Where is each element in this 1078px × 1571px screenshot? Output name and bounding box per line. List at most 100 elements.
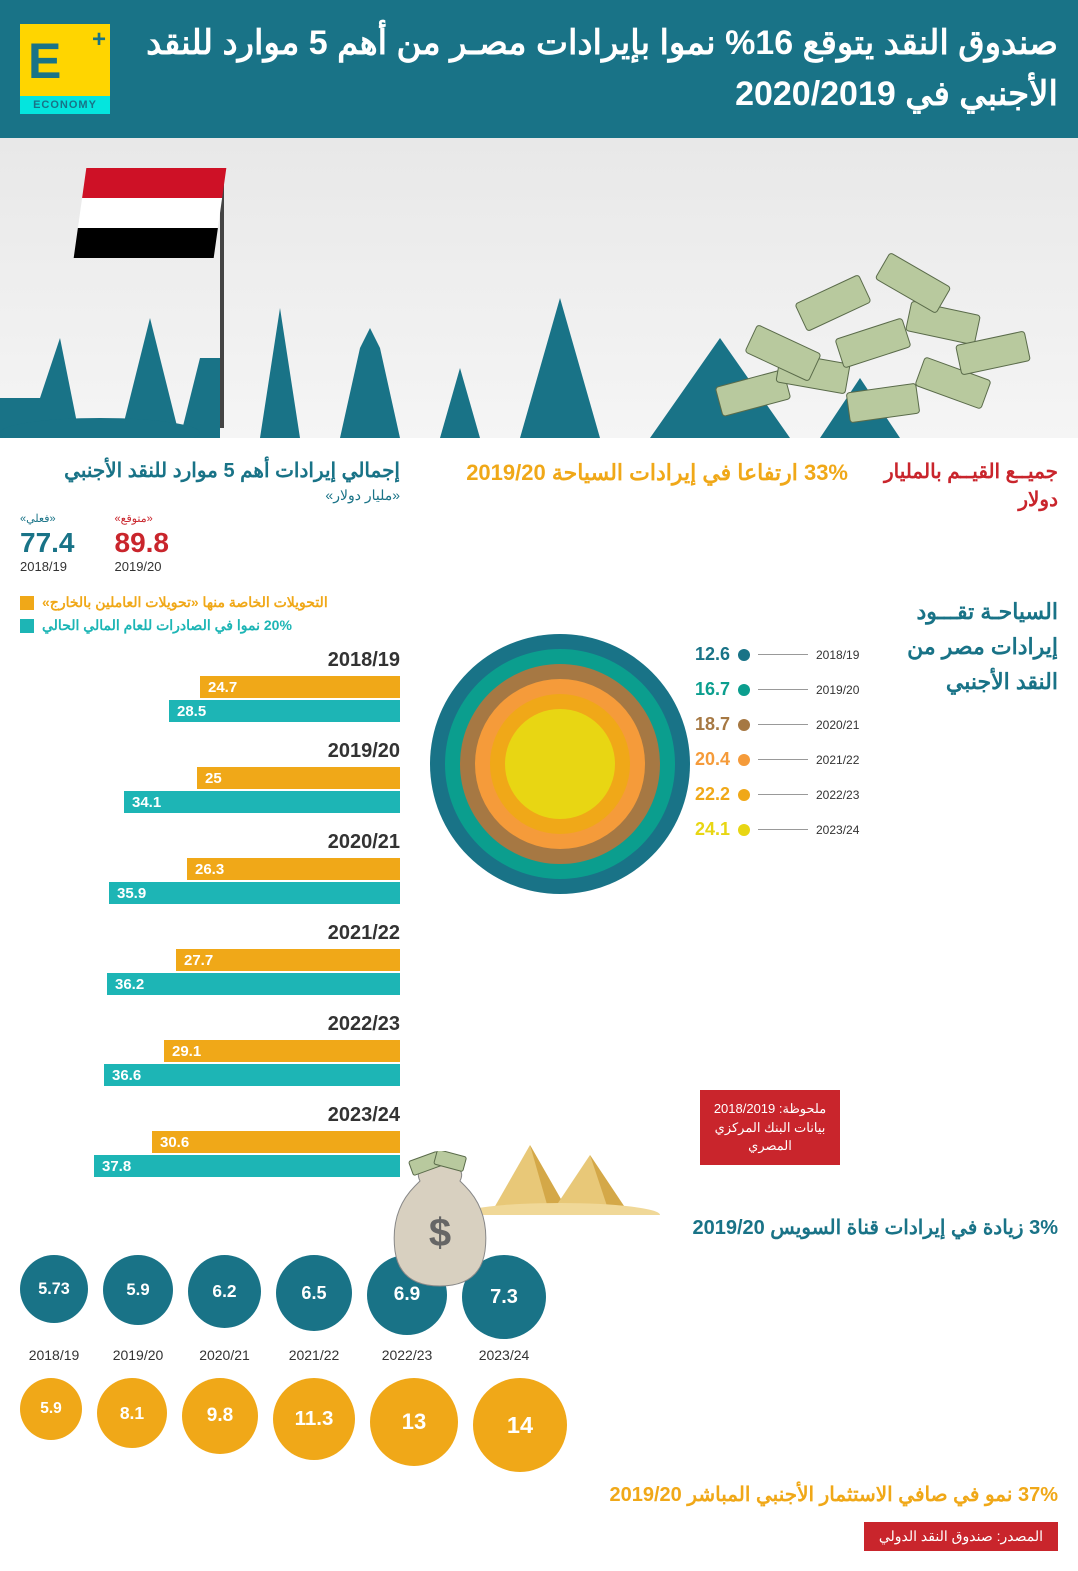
sun-year: 2023/24 xyxy=(816,823,859,837)
logo-letter: E xyxy=(28,32,61,90)
bar-orange: 26.3 xyxy=(187,858,400,880)
fdi-circle: 13 xyxy=(370,1378,458,1466)
fdi-circle: 11.3 xyxy=(273,1378,355,1460)
sun-data-row: 24.1 2023/24 xyxy=(680,819,859,840)
suez-circle: 5.73 xyxy=(20,1255,88,1323)
sun-year: 2022/23 xyxy=(816,788,859,802)
main-content: جميــع القيــم بالمليار دولار 33% ارتفاع… xyxy=(0,438,1078,1571)
sun-dot-icon xyxy=(738,754,750,766)
sun-dot-icon xyxy=(738,649,750,661)
legend-teal-text: 20% نموا في الصادرات للعام المالي الحالي xyxy=(42,617,292,634)
bar-year: 2020/21 xyxy=(20,831,400,854)
bar-row: 2021/22 27.7 36.2 xyxy=(20,922,400,995)
sun-dot-icon xyxy=(738,719,750,731)
suez-year: 2023/24 xyxy=(462,1347,546,1363)
bar-orange: 30.6 xyxy=(152,1131,400,1153)
bar-row: 2020/21 26.3 35.9 xyxy=(20,831,400,904)
sun-ring xyxy=(505,709,615,819)
sun-value: 12.6 xyxy=(680,644,730,665)
sun-line xyxy=(758,654,808,655)
sun-year: 2021/22 xyxy=(816,753,859,767)
bar-year: 2023/24 xyxy=(20,1104,400,1127)
money-pile-icon xyxy=(698,238,1058,438)
bar-orange: 27.7 xyxy=(176,949,400,971)
sun-line xyxy=(758,759,808,760)
sun-rings xyxy=(430,634,690,894)
actual-year: 2018/19 xyxy=(20,559,75,574)
suez-circle: 6.2 xyxy=(188,1255,261,1328)
bar-orange: 29.1 xyxy=(164,1040,400,1062)
sun-year: 2018/19 xyxy=(816,648,859,662)
fdi-circles: 5.98.19.811.31314 xyxy=(20,1378,1058,1472)
bar-teal: 36.6 xyxy=(104,1064,400,1086)
bar-teal: 35.9 xyxy=(109,882,400,904)
money-bag-icon: $ xyxy=(380,1151,500,1291)
tourism-chart-title: السياحـة تقـــود إيرادات مصر من النقد ال… xyxy=(878,594,1058,700)
bar-row: 2022/23 29.1 36.6 xyxy=(20,1013,400,1086)
bar-year: 2019/20 xyxy=(20,740,400,763)
totals-block: إجمالي إيرادات أهم 5 موارد للنقد الأجنبي… xyxy=(20,458,400,574)
note-box: ملحوظة: 2018/2019 بيانات البنك المركزي ا… xyxy=(700,1090,840,1165)
fdi-circle: 8.1 xyxy=(97,1378,167,1448)
sun-data-row: 16.7 2019/20 xyxy=(680,679,859,700)
hero-illustration xyxy=(0,138,1078,438)
bar-orange: 25 xyxy=(197,767,400,789)
bar-row: 2019/20 25 34.1 xyxy=(20,740,400,813)
bar-teal: 28.5 xyxy=(169,700,400,722)
top-row: جميــع القيــم بالمليار دولار 33% ارتفاع… xyxy=(20,458,1058,574)
suez-circle: 5.9 xyxy=(103,1255,173,1325)
sun-dot-icon xyxy=(738,684,750,696)
sun-value: 16.7 xyxy=(680,679,730,700)
fdi-circle: 5.9 xyxy=(20,1378,82,1440)
suez-section: 3% زيادة في إيرادات قناة السويس 2019/20 … xyxy=(20,1215,1058,1507)
logo-plus: + xyxy=(92,26,106,54)
logo-word: ECONOMY xyxy=(20,96,110,114)
headline: صندوق النقد يتوقع 16% نموا بإيرادات مصـر… xyxy=(130,18,1058,120)
suez-year: 2018/19 xyxy=(20,1347,88,1363)
suez-year: 2019/20 xyxy=(103,1347,173,1363)
suez-years: 2018/19 2019/20 2020/21 2021/22 2022/23 2023/… xyxy=(20,1347,1058,1363)
mid-section: السياحـة تقـــود إيرادات مصر من النقد ال… xyxy=(20,594,1058,1195)
suez-year: 2022/23 xyxy=(367,1347,447,1363)
sun-labels: 12.6 2018/19 16.7 2019/20 18.7 2020/21 20.4… xyxy=(680,644,859,854)
bar-year: 2021/22 xyxy=(20,922,400,945)
sun-dot-icon xyxy=(738,824,750,836)
sun-data-row: 22.2 2022/23 xyxy=(680,784,859,805)
sun-value: 22.2 xyxy=(680,784,730,805)
expected-label: «متوقع» xyxy=(115,512,170,525)
values-note: جميــع القيــم بالمليار دولار xyxy=(878,458,1058,574)
expected-year: 2019/20 xyxy=(115,559,170,574)
fdi-title: 37% نمو في صافي الاستثمار الأجنبي المباش… xyxy=(20,1482,1058,1507)
sun-line xyxy=(758,689,808,690)
tourism-rise: 33% ارتفاعا في إيرادات السياحة 2019/20 xyxy=(430,458,848,574)
sun-value: 24.1 xyxy=(680,819,730,840)
sun-year: 2020/21 xyxy=(816,718,859,732)
bar-year: 2022/23 xyxy=(20,1013,400,1036)
sun-year: 2019/20 xyxy=(816,683,859,697)
sun-data-row: 18.7 2020/21 xyxy=(680,714,859,735)
bar-teal: 37.8 xyxy=(94,1155,400,1177)
sun-dot-icon xyxy=(738,789,750,801)
bars-column: التحويلات الخاصة منها «تحويلات العاملين … xyxy=(20,594,400,1195)
bar-teal: 34.1 xyxy=(124,791,400,813)
egypt-flag xyxy=(74,168,227,258)
logo: E + ECONOMY xyxy=(20,24,110,114)
totals-sub: «مليار دولار» xyxy=(20,487,400,504)
sun-line xyxy=(758,794,808,795)
fdi-circle: 9.8 xyxy=(182,1378,258,1454)
bar-teal: 36.2 xyxy=(107,973,400,995)
source-bar: المصدر: صندوق النقد الدولي xyxy=(864,1522,1058,1551)
bar-year: 2018/19 xyxy=(20,649,400,672)
legend-orange-text: التحويلات الخاصة منها «تحويلات العاملين … xyxy=(42,594,328,611)
svg-text:$: $ xyxy=(429,1211,451,1255)
suez-year: 2021/22 xyxy=(276,1347,352,1363)
sun-data-row: 12.6 2018/19 xyxy=(680,644,859,665)
suez-year: 2020/21 xyxy=(188,1347,261,1363)
header: صندوق النقد يتوقع 16% نموا بإيرادات مصـر… xyxy=(0,0,1078,138)
legend-orange-icon xyxy=(20,596,34,610)
legend-teal-icon xyxy=(20,619,34,633)
suez-circles: 5.735.96.26.56.97.3 xyxy=(20,1255,1058,1339)
totals-title: إجمالي إيرادات أهم 5 موارد للنقد الأجنبي xyxy=(20,458,400,483)
sun-value: 18.7 xyxy=(680,714,730,735)
sun-data-row: 20.4 2021/22 xyxy=(680,749,859,770)
